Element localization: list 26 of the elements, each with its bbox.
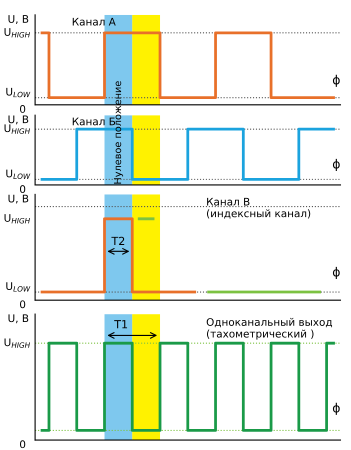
- annotation: T2: [111, 236, 124, 245]
- x-axis-title: ϕ: [332, 158, 340, 171]
- text: 0: [20, 185, 26, 194]
- text: U$_{HIGH}$: [4, 338, 30, 348]
- text: U$_{HIGH}$: [4, 124, 30, 134]
- chart-title: Канал А: [72, 18, 116, 26]
- annotation: Нулевое положение: [114, 81, 124, 184]
- x-axis-title: ϕ: [332, 74, 340, 87]
- y-axis-title: U, B: [8, 194, 28, 204]
- text: 0: [20, 300, 26, 308]
- text: U$_{HIGH}$: [4, 214, 30, 224]
- chart-title: Одноканальный выход (тахометрический ): [206, 318, 332, 340]
- chart-title: Канал Б: [72, 118, 116, 126]
- text: U$_{LOW}$: [6, 88, 30, 98]
- text: 0: [20, 440, 26, 448]
- text: U$_{LOW}$: [6, 282, 30, 292]
- y-axis-title: U, B: [8, 15, 28, 24]
- x-axis-title: ϕ: [332, 402, 340, 415]
- text: 0: [20, 105, 26, 113]
- y-axis-title: U, B: [8, 314, 28, 324]
- chart-title: Канал В (индексный канал): [207, 198, 310, 219]
- text: T1: [114, 320, 128, 328]
- text: U$_{HIGH}$: [4, 28, 30, 38]
- text: U$_{LOW}$: [6, 170, 30, 180]
- y-axis-title: U, B: [8, 116, 28, 124]
- x-axis-title: ϕ: [332, 266, 340, 279]
